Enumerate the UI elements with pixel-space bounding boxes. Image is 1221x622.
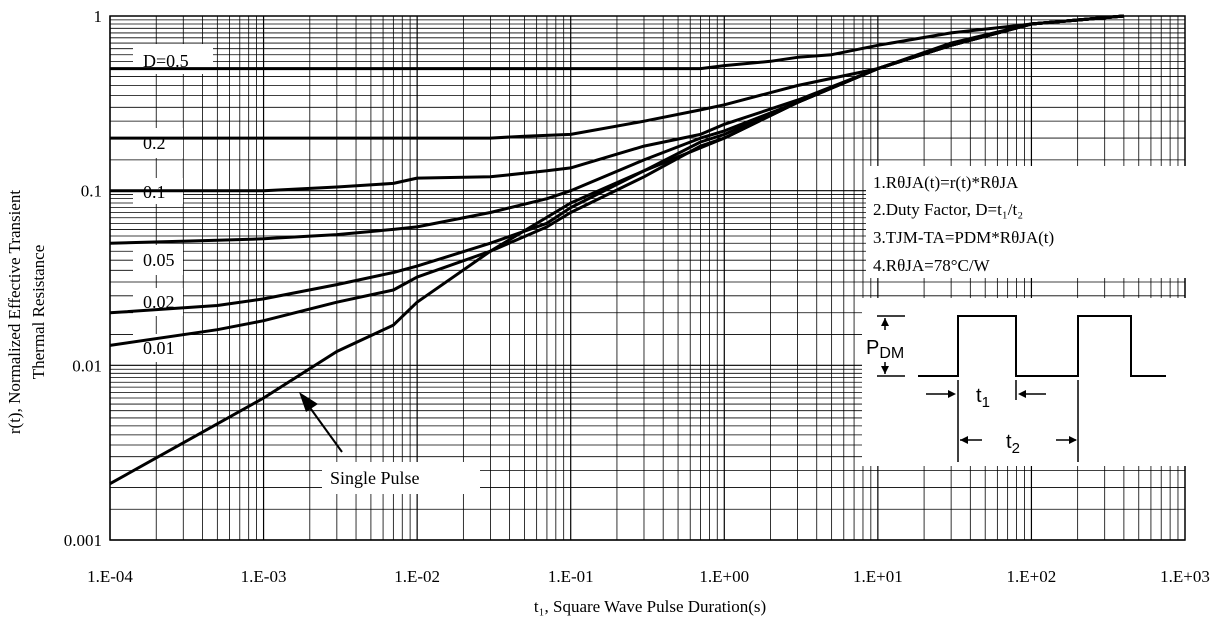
y-tick-label: 0.001	[64, 531, 102, 550]
y-axis-label-line2: Thermal Resistance	[29, 245, 48, 380]
pulse-diagram: PDM t1 t2	[866, 315, 1166, 462]
series-label-02: 0.2	[143, 133, 166, 153]
series-line-0	[110, 14, 1125, 71]
y-tick-label: 1	[94, 7, 103, 26]
series-label-002: 0.02	[143, 292, 175, 312]
y-tick-label: 0.01	[72, 356, 102, 375]
series-label-d05: D=0.5	[143, 51, 189, 71]
x-axis-label: t₁, Square Wave Pulse Duration(s)	[534, 597, 766, 616]
series-line-1	[110, 14, 1125, 140]
x-tick-label: 1.E-02	[394, 567, 440, 586]
x-tick-label: 1.E-01	[548, 567, 594, 586]
x-tick-label: 1.E+03	[1160, 567, 1210, 586]
note-2: 2.Duty Factor, D=t₁/t₂	[873, 200, 1023, 219]
series-label-001: 0.01	[143, 338, 175, 358]
y-tick-label: 0.1	[81, 182, 102, 201]
x-tick-label: 1.E+01	[853, 567, 903, 586]
x-tick-label: 1.E-04	[87, 567, 133, 586]
note-3: 3.TJM-TA=PDM*RθJA(t)	[873, 228, 1054, 247]
label-box	[133, 128, 183, 158]
single-pulse-arrow	[299, 392, 343, 453]
pdm-label: PDM	[866, 337, 904, 362]
note-4: 4.RθJA=78°C/W	[873, 256, 991, 275]
y-axis-label-line1: r(t), Normalized Effective Transient	[5, 190, 24, 435]
t2-label: t2	[1006, 431, 1020, 457]
y-tick-labels: 0.001 0.01 0.1 1	[64, 7, 102, 550]
note-1: 1.RθJA(t)=r(t)*RθJA	[873, 173, 1019, 192]
x-tick-labels: 1.E-04 1.E-03 1.E-02 1.E-01 1.E+00 1.E+01 1.E+…	[87, 567, 1210, 586]
series-label-single-pulse: Single Pulse	[330, 468, 420, 488]
label-box	[133, 245, 183, 275]
label-box	[862, 298, 1186, 466]
series-label-01: 0.1	[143, 182, 166, 202]
x-tick-label: 1.E+02	[1007, 567, 1057, 586]
label-box	[322, 462, 480, 494]
x-tick-label: 1.E-03	[241, 567, 287, 586]
x-tick-label: 1.E+00	[699, 567, 749, 586]
t1-label: t1	[976, 385, 990, 411]
series-lines	[109, 14, 1125, 486]
label-box	[866, 166, 1186, 278]
series-label-005: 0.05	[143, 250, 175, 270]
series-line-6	[109, 14, 1125, 486]
